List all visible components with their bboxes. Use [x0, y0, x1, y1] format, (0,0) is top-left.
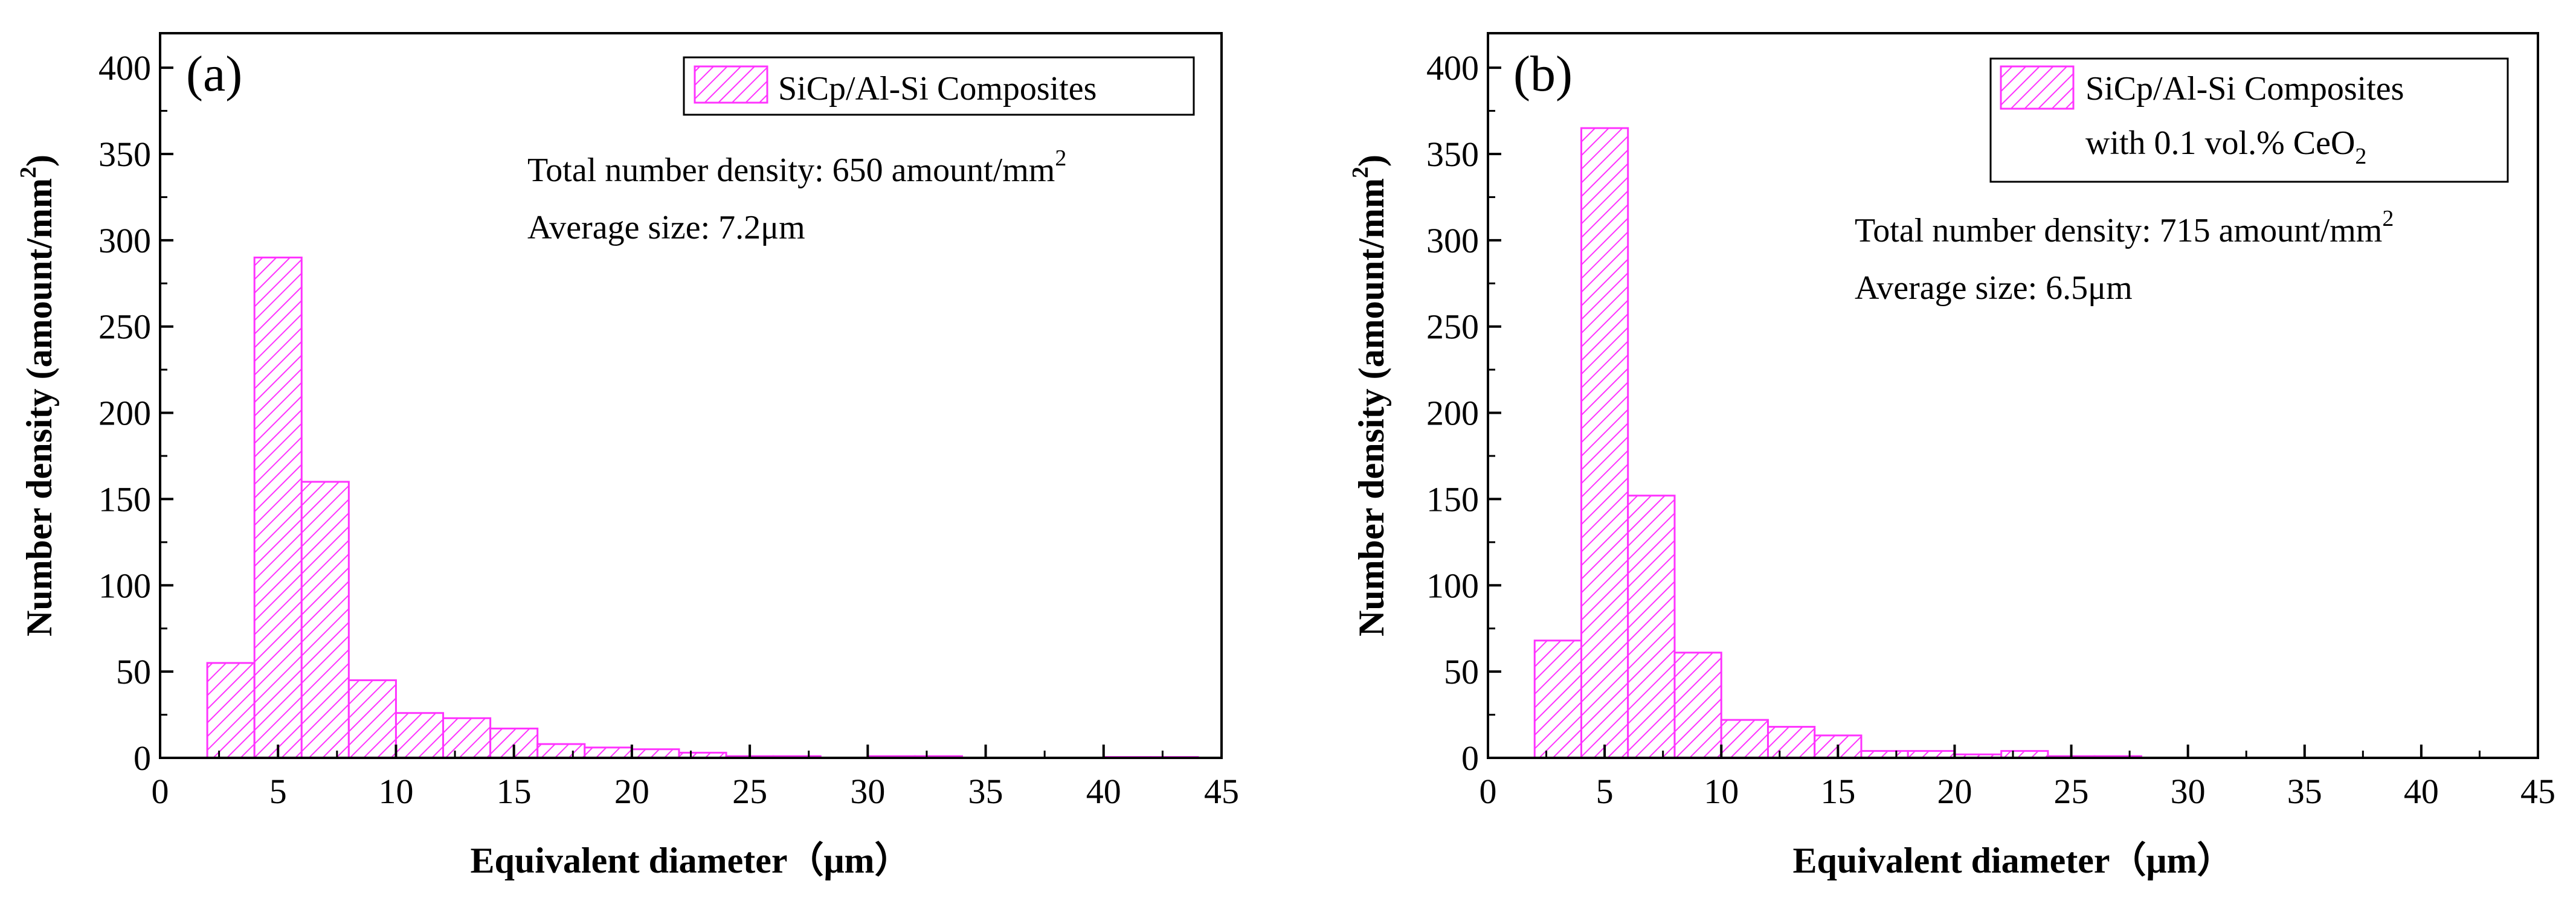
- legend-label-line2: with 0.1 vol.% CeO2: [2085, 124, 2366, 169]
- legend-label-line1: SiCp/Al-Si Composites: [2085, 70, 2404, 107]
- x-axis-title: Equivalent diameter（μm）: [471, 840, 911, 880]
- y-axis-title: Number density (amount/mm2): [1348, 155, 1391, 636]
- y-tick-label: 50: [116, 652, 151, 691]
- y-tick-label: 50: [1444, 652, 1479, 691]
- size-annotation: Average size: 7.2μm: [527, 209, 805, 246]
- y-axis-title: Number density (amount/mm2): [16, 155, 59, 636]
- x-tick-label: 5: [1596, 772, 1614, 811]
- x-tick-label: 15: [497, 772, 532, 811]
- histogram-bar: [536, 743, 586, 759]
- panel-a: 0 5 10 15 20 25 30 35 40 45 0 50 100 150 200 250 300 350 4…: [16, 32, 1239, 880]
- histogram-bar: [253, 256, 303, 759]
- y-tick-label: 200: [98, 394, 151, 433]
- x-tick-label: 0: [152, 772, 169, 811]
- x-tick-label: 10: [1704, 772, 1739, 811]
- histogram-bar: [631, 748, 680, 759]
- annotation: Total number density: 715 amount/mm2 Ave…: [1855, 206, 2394, 307]
- panel-b: 0 5 10 15 20 25 30 35 40 45 0 50 100 150 200 250 300 350 4…: [1348, 32, 2555, 880]
- x-tick-label: 20: [1937, 772, 1972, 811]
- histogram-bar: [1720, 719, 1769, 759]
- y-tick-label: 0: [134, 739, 151, 778]
- histogram-bar: [300, 481, 350, 759]
- y-tick-label: 0: [1461, 739, 1479, 778]
- x-tick-label: 30: [850, 772, 885, 811]
- x-tick-label: 15: [1820, 772, 1855, 811]
- panel-label: (b): [1513, 46, 1573, 102]
- y-tick-label: 300: [98, 221, 151, 260]
- x-tick-label: 25: [732, 772, 767, 811]
- x-tick-label: 20: [614, 772, 649, 811]
- histogram-bar: [1766, 726, 1816, 759]
- density-annotation: Total number density: 715 amount/mm2: [1855, 206, 2394, 249]
- annotation: Total number density: 650 amount/mm2 Ave…: [527, 146, 1066, 246]
- y-tick-label: 250: [98, 307, 151, 347]
- y-tick-label: 250: [1426, 307, 1479, 347]
- y-tick-label: 400: [1426, 48, 1479, 88]
- legend-swatch: [2000, 65, 2075, 110]
- y-tick-label: 150: [98, 479, 151, 519]
- x-tick-label: 25: [2054, 772, 2089, 811]
- x-axis-title: Equivalent diameter（μm）: [1793, 840, 2233, 880]
- y-tick-label: 400: [98, 48, 151, 88]
- x-tick-label: 5: [269, 772, 287, 811]
- histogram-bar: [1580, 127, 1629, 759]
- histogram-bar: [1673, 652, 1722, 759]
- density-annotation: Total number density: 650 amount/mm2: [527, 146, 1066, 189]
- y-tick-label: 200: [1426, 394, 1479, 433]
- legend-label: SiCp/Al-Si Composites: [778, 70, 1096, 107]
- x-tick-label: 35: [968, 772, 1003, 811]
- x-tick-label: 45: [2520, 772, 2555, 811]
- histogram-bar: [1533, 640, 1582, 759]
- y-tick-label: 100: [98, 566, 151, 605]
- x-tick-label: 40: [2404, 772, 2439, 811]
- y-tick-label: 300: [1426, 221, 1479, 260]
- y-tick-label: 150: [1426, 479, 1479, 519]
- histogram-bar: [206, 662, 256, 759]
- x-tick-label: 35: [2287, 772, 2322, 811]
- legend: SiCp/Al-Si Composites with 0.1 vol.% CeO…: [1989, 57, 2509, 183]
- x-tick-label: 30: [2171, 772, 2206, 811]
- y-tick-label: 100: [1426, 566, 1479, 605]
- legend-box: [683, 56, 1195, 116]
- legend-swatch: [694, 65, 768, 104]
- panel-label: (a): [186, 46, 242, 102]
- legend: SiCp/Al-Si Composites: [683, 56, 1195, 116]
- size-annotation: Average size: 6.5μm: [1855, 269, 2133, 307]
- histogram-bar: [1627, 495, 1676, 759]
- histogram-bar: [584, 746, 633, 759]
- histogram-bar: [442, 717, 492, 759]
- x-tick-label: 10: [378, 772, 413, 811]
- x-tick-label: 0: [1480, 772, 1497, 811]
- y-tick-label: 350: [1426, 135, 1479, 174]
- y-tick-label: 350: [98, 135, 151, 174]
- x-tick-label: 45: [1204, 772, 1239, 811]
- histogram-bar: [347, 679, 397, 759]
- x-tick-label: 40: [1086, 772, 1121, 811]
- histogram-bar: [394, 712, 445, 759]
- legend-box: [1989, 57, 2509, 183]
